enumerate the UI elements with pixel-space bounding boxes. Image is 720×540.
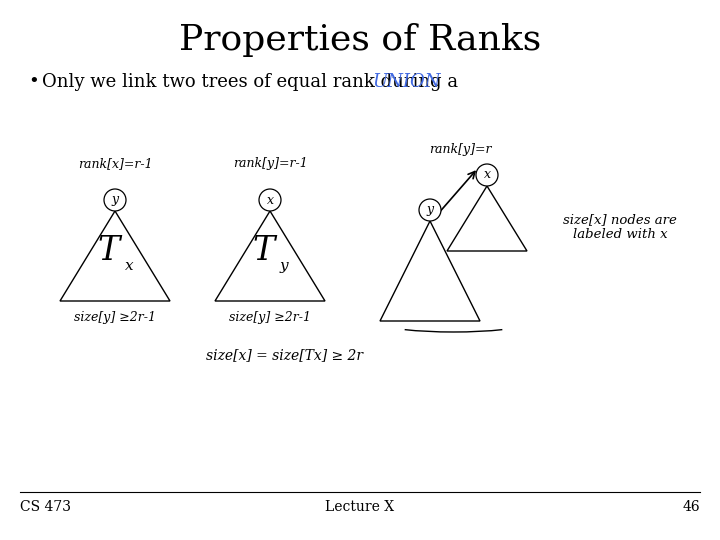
Text: rank[y]=r: rank[y]=r xyxy=(428,144,491,157)
Text: T: T xyxy=(98,235,120,267)
Circle shape xyxy=(259,189,281,211)
Text: Only we link two trees of equal rank during a: Only we link two trees of equal rank dur… xyxy=(42,73,464,91)
Text: y: y xyxy=(112,193,119,206)
Text: x: x xyxy=(266,193,274,206)
Text: rank[y]=r-1: rank[y]=r-1 xyxy=(233,158,307,171)
Text: Properties of Ranks: Properties of Ranks xyxy=(179,23,541,57)
Text: •: • xyxy=(28,73,39,91)
Text: y: y xyxy=(426,204,433,217)
Text: CS 473: CS 473 xyxy=(20,500,71,514)
Circle shape xyxy=(419,199,441,221)
Circle shape xyxy=(476,164,498,186)
Text: size[x] = size[Tx] ≥ 2r: size[x] = size[Tx] ≥ 2r xyxy=(207,348,364,362)
Text: Lecture X: Lecture X xyxy=(325,500,395,514)
Text: size[y] ≥2r-1: size[y] ≥2r-1 xyxy=(74,310,156,323)
Text: 46: 46 xyxy=(683,500,700,514)
Text: y: y xyxy=(279,259,288,273)
Text: x: x xyxy=(125,259,133,273)
Text: x: x xyxy=(484,168,490,181)
Circle shape xyxy=(104,189,126,211)
Text: rank[x]=r-1: rank[x]=r-1 xyxy=(78,158,153,171)
Text: UNION: UNION xyxy=(372,73,441,91)
Text: size[x] nodes are: size[x] nodes are xyxy=(563,213,677,226)
Text: labeled with x: labeled with x xyxy=(572,228,667,241)
Text: size[y] ≥2r-1: size[y] ≥2r-1 xyxy=(229,310,311,323)
Text: T: T xyxy=(253,235,275,267)
